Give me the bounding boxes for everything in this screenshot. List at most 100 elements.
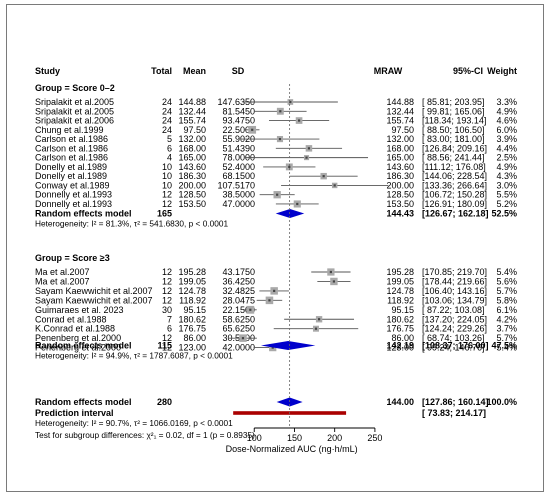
- overall-ci: [127.86; 160.14]: [422, 397, 489, 407]
- study-sd: 38.5000: [222, 190, 255, 200]
- study-ci: [103.06; 134.79]: [422, 295, 487, 305]
- study-point: [241, 337, 245, 340]
- study-label: K.Conrad et al.1988: [35, 324, 115, 334]
- study-ci: [124.24; 229.26]: [422, 324, 487, 334]
- study-mraw: 132.00: [386, 134, 414, 144]
- pooled-label: Random effects model: [35, 209, 132, 219]
- study-ci: [ 87.22; 103.08]: [422, 305, 485, 315]
- study-total: 10: [162, 180, 172, 190]
- prediction-ci: [ 73.83; 214.17]: [422, 408, 486, 418]
- study-sd: 32.4825: [222, 286, 255, 296]
- study-mraw: 200.00: [386, 180, 414, 190]
- study-total: 10: [162, 171, 172, 181]
- study-mean: 155.74: [178, 116, 206, 126]
- study-point: [249, 308, 252, 311]
- pooled-label: Random effects model: [35, 341, 132, 351]
- group-title: Group = Score 0–2: [35, 83, 115, 93]
- study-weight: 3.9%: [496, 134, 517, 144]
- study-total: 7: [167, 314, 172, 324]
- study-ci: [ 99.24; 146.76]: [422, 343, 485, 353]
- study-weight: 4.4%: [496, 143, 517, 153]
- header-row: Study Total Mean SD MRAW 95%-CI Weight: [35, 66, 517, 76]
- overall-heterogeneity: Heterogeneity: I² = 90.7%, τ² = 1066.016…: [35, 418, 233, 428]
- pooled-ci: [126.67; 162.18]: [422, 209, 489, 219]
- study-mraw: 180.62: [386, 314, 414, 324]
- study-label: Conway et al.1989: [35, 180, 110, 190]
- study-point: [276, 193, 279, 196]
- study-label: Sayam Kaewwichit et al.2007: [35, 295, 153, 305]
- study-ci: [144.06; 228.54]: [422, 171, 487, 181]
- study-sd: 78.0000: [222, 153, 255, 163]
- pooled-weight: 52.5%: [491, 209, 517, 219]
- header-weight: Weight: [487, 66, 517, 76]
- study-mean: 176.75: [178, 324, 206, 334]
- study-label: Donelly et al.1989: [35, 162, 107, 172]
- study-ci: [ 85.81; 203.95]: [422, 97, 485, 107]
- study-sd: 47.0000: [222, 199, 255, 209]
- subgroup-test: Test for subgroup differences: χ²₁ = 0.0…: [35, 430, 255, 440]
- study-ci: [126.84; 209.16]: [422, 143, 487, 153]
- study-sd: 51.4390: [222, 143, 255, 153]
- header-mraw: MRAW: [374, 66, 403, 76]
- study-sd: 107.5170: [217, 180, 255, 190]
- study-label: Donelly et al.1989: [35, 171, 107, 181]
- study-mraw: 176.75: [386, 324, 414, 334]
- study-sd: 93.4750: [222, 116, 255, 126]
- study-label: Sayam Kaewwichit et al.2007: [35, 286, 153, 296]
- study-mraw: 195.28: [386, 267, 414, 277]
- pooled-ci: [108.37; 176.00]: [422, 341, 489, 351]
- study-mean: 144.88: [178, 97, 206, 107]
- study-point: [279, 110, 282, 113]
- study-point: [273, 289, 276, 292]
- study-total: 24: [162, 116, 172, 126]
- overall-label: Random effects model: [35, 397, 132, 407]
- study-label: Sripalakit et al.2006: [35, 116, 114, 126]
- study-sd: 22.1500: [222, 305, 255, 315]
- study-mraw: 155.74: [386, 116, 414, 126]
- axis-tick-label: 150: [287, 433, 302, 443]
- study-mraw: 132.44: [386, 106, 414, 116]
- study-ci: [106.40; 143.16]: [422, 286, 487, 296]
- study-point: [278, 137, 282, 141]
- study-total: 6: [167, 143, 172, 153]
- study-mean: 200.00: [178, 180, 206, 190]
- study-mean: 124.78: [178, 286, 206, 296]
- study-mraw: 97.50: [391, 125, 414, 135]
- study-total: 10: [162, 162, 172, 172]
- pooled-total: 115: [157, 341, 172, 351]
- study-label: Ma et al.2007: [35, 276, 90, 286]
- study-total: 24: [162, 106, 172, 116]
- study-sd: 52.4000: [222, 162, 255, 172]
- study-label: Ma et al.2007: [35, 267, 90, 277]
- study-point: [271, 346, 274, 349]
- study-mean: 97.50: [183, 125, 206, 135]
- axis-label: Dose-Normalized AUC (ng·h/mL): [226, 444, 358, 454]
- study-point: [268, 299, 271, 302]
- study-total: 12: [162, 199, 172, 209]
- pooled-mraw: 144.43: [386, 209, 414, 219]
- overall-mraw: 144.00: [386, 397, 414, 407]
- study-mraw: 165.00: [386, 153, 414, 163]
- study-mraw: 144.88: [386, 97, 414, 107]
- study-point: [317, 318, 321, 321]
- axis-tick-label: 100: [247, 433, 262, 443]
- study-sd: 22.5000: [222, 125, 255, 135]
- study-label: Carlson et al.1986: [35, 134, 108, 144]
- study-ci: [ 83.00; 181.00]: [422, 134, 485, 144]
- overall-weight: 100.0%: [486, 397, 517, 407]
- study-point: [307, 147, 311, 150]
- study-mraw: 123.00: [386, 343, 414, 353]
- study-weight: 6.1%: [496, 305, 517, 315]
- group-title: Group = Score ≥3: [35, 253, 110, 263]
- study-ci: [133.36; 266.64]: [422, 180, 487, 190]
- study-weight: 5.2%: [496, 199, 517, 209]
- study-mean: 180.62: [178, 314, 206, 324]
- study-ci: [170.85; 219.70]: [422, 267, 487, 277]
- study-ci: [137.20; 224.05]: [422, 314, 487, 324]
- study-total: 12: [162, 333, 172, 343]
- study-weight: 6.0%: [496, 125, 517, 135]
- header-mean: Mean: [183, 66, 206, 76]
- study-total: 4: [167, 153, 172, 163]
- study-total: 12: [162, 286, 172, 296]
- study-point: [314, 327, 318, 330]
